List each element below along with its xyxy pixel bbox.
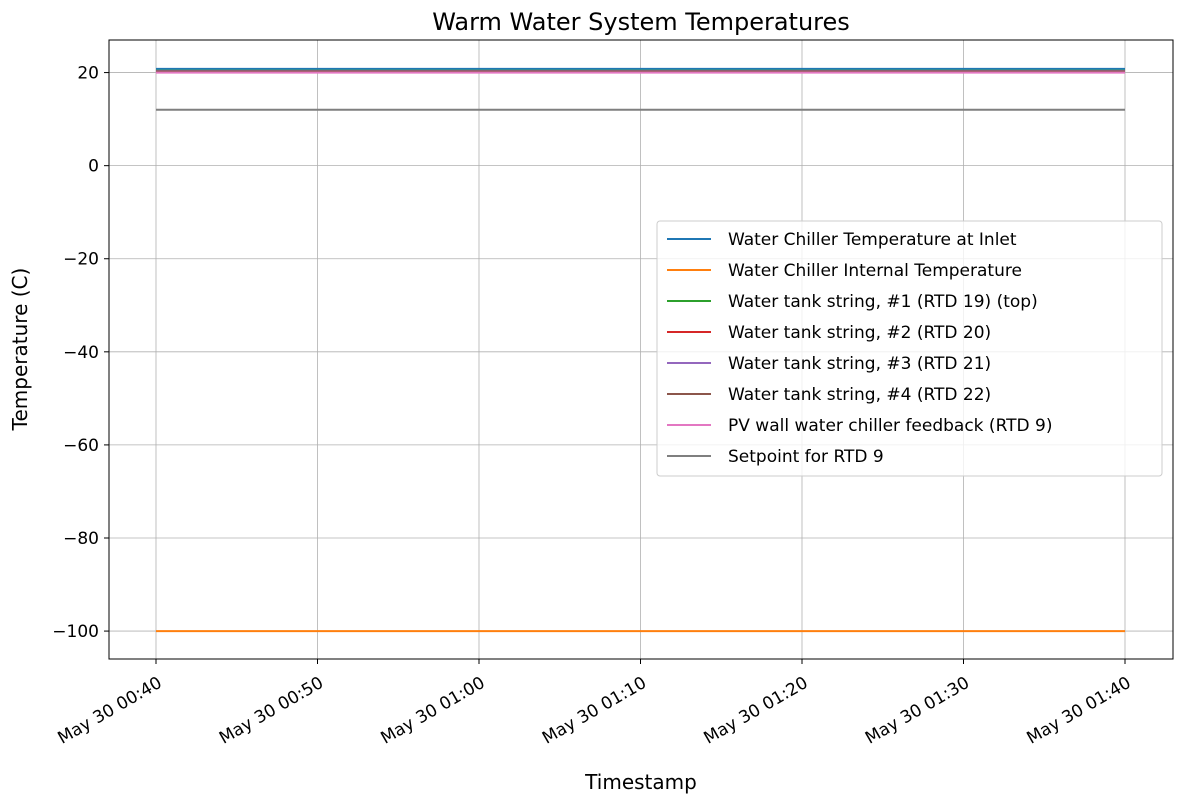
legend-label: Water tank string, #2 (RTD 20)	[728, 323, 991, 343]
y-tick-label: −80	[63, 529, 99, 549]
x-tick-label: May 30 01:40	[1024, 673, 1135, 749]
x-axis-label: Timestamp	[584, 770, 697, 794]
x-tick-label: May 30 01:10	[539, 673, 650, 749]
legend-label: Water tank string, #3 (RTD 21)	[728, 354, 991, 374]
legend-label: Water Chiller Internal Temperature	[728, 261, 1022, 281]
x-tick-label: May 30 01:20	[701, 673, 812, 749]
legend-label: Setpoint for RTD 9	[728, 447, 884, 467]
y-tick-label: 0	[88, 157, 99, 177]
legend: Water Chiller Temperature at Inlet Water …	[656, 220, 1163, 477]
x-tick-label: May 30 01:30	[862, 673, 973, 749]
legend-label: Water tank string, #1 (RTD 19) (top)	[728, 292, 1038, 312]
x-tick-label: May 30 00:50	[216, 673, 327, 749]
y-tick-label: 20	[77, 64, 99, 84]
legend-label: Water tank string, #4 (RTD 22)	[728, 385, 991, 405]
legend-label: PV wall water chiller feedback (RTD 9)	[728, 416, 1052, 436]
y-tick-label: −40	[63, 343, 99, 363]
y-axis-label: Temperature (C)	[8, 268, 32, 432]
y-tick-label: −20	[63, 250, 99, 270]
chart-title: Warm Water System Temperatures	[432, 8, 850, 36]
x-tick-label: May 30 01:00	[378, 673, 489, 749]
plot-series	[156, 67, 1125, 633]
x-tick-label: May 30 00:40	[55, 673, 166, 749]
legend-label: Water Chiller Temperature at Inlet	[728, 230, 1017, 250]
y-tick-label: −100	[52, 622, 99, 642]
y-tick-label: −60	[63, 436, 99, 456]
legend-box	[656, 220, 1163, 477]
